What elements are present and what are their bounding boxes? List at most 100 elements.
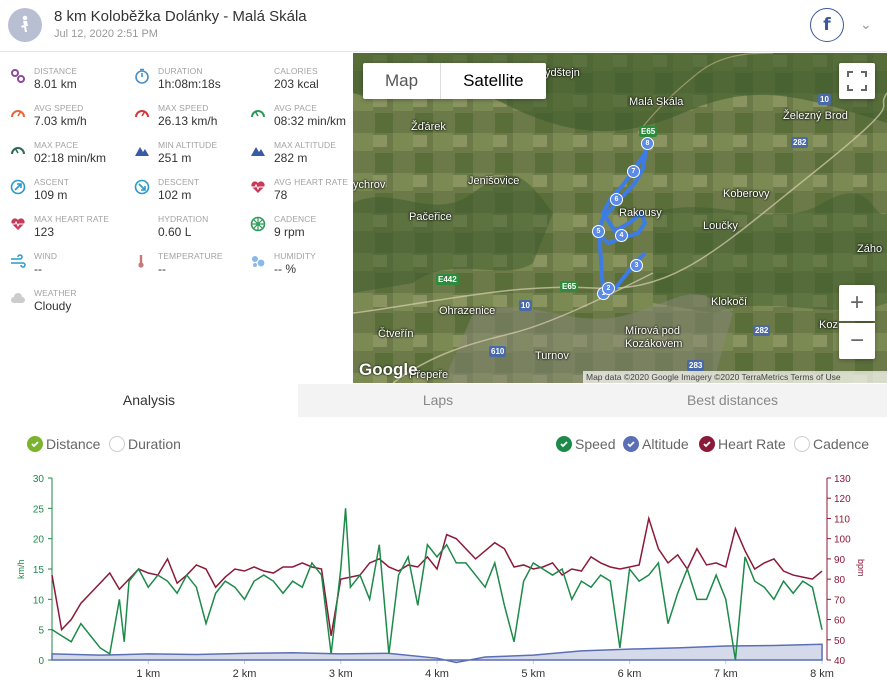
toggle-altitude-label: Altitude [642, 436, 689, 452]
toggle-speed-label: Speed [575, 436, 616, 452]
road-label: 283 [687, 360, 705, 371]
stat-ascent: ASCENT 109 m [0, 176, 118, 213]
speedometer-icon [135, 110, 149, 118]
stat-value: 123 [34, 225, 55, 239]
toggle-heart-rate[interactable]: Heart Rate [699, 435, 786, 453]
route-waypoint-marker[interactable]: 7 [627, 165, 640, 178]
stat-label: DESCENT [158, 177, 200, 187]
tab-laps[interactable]: Laps [422, 392, 454, 408]
thermometer-icon [138, 255, 144, 268]
stat-cadence: CADENCE 9 rpm [240, 213, 358, 250]
road-label: 610 [489, 346, 507, 357]
map-place: Koz [819, 319, 838, 331]
stat-max-pace: MAX PACE 02:18 min/km [0, 139, 118, 176]
route-waypoint-marker[interactable]: 2 [602, 282, 615, 295]
y-right-tick-label: 110 [834, 514, 850, 525]
x-tick-label: 5 km [521, 668, 545, 680]
stat-label: CADENCE [274, 214, 317, 224]
map-view-button[interactable]: Map [363, 63, 442, 99]
stat-value: 282 m [274, 151, 308, 165]
x-tick-label: 1 km [136, 668, 160, 680]
cloud-icon [11, 293, 25, 303]
y-right-tick-label: 40 [834, 656, 846, 667]
descent-icon [134, 179, 150, 195]
x-tick-label: 4 km [425, 668, 449, 680]
tab-analysis[interactable]: Analysis [0, 384, 298, 417]
map-attribution[interactable]: Map data ©2020 Google Imagery ©2020 Terr… [583, 371, 887, 383]
x-tick-label: 8 km [810, 668, 834, 680]
stat-value: Cloudy [34, 299, 72, 313]
y-left-tick-label: 30 [33, 474, 45, 485]
stat-value: 08:32 min/km [274, 114, 347, 128]
stat-label: AVG PACE [274, 103, 317, 113]
facebook-share-button[interactable]: f [810, 8, 844, 42]
stat-temperature: TEMPERATURE -- [124, 250, 242, 287]
scooter-person-icon [21, 15, 28, 32]
stat-value: 102 m [158, 188, 192, 202]
stat-value: 0.60 L [158, 225, 192, 239]
zoom-in-button[interactable]: + [839, 285, 875, 321]
map-place: Železný Brod [783, 110, 848, 122]
stat-hydration: HYDRATION 0.60 L [124, 213, 242, 250]
route-waypoint-marker[interactable]: 8 [641, 137, 654, 150]
toggle-duration[interactable]: Duration [109, 435, 181, 453]
x-tick-label: 6 km [618, 668, 642, 680]
y-right-tick-label: 100 [834, 535, 851, 546]
road-label: E442 [436, 274, 459, 285]
y-left-tick-label: 25 [33, 504, 45, 515]
road-label: 10 [818, 94, 831, 105]
toggle-speed[interactable]: Speed [556, 435, 615, 453]
road-label: 282 [791, 137, 809, 148]
map-place: ýdštejn [545, 67, 580, 79]
zoom-out-button[interactable]: − [839, 323, 875, 359]
stat-label: WIND [34, 251, 58, 261]
check-icon [699, 436, 715, 452]
map-place: Malá Skála [629, 96, 684, 108]
stat-avg-speed: AVG SPEED 7.03 km/h [0, 102, 118, 139]
pace-icon [251, 110, 265, 118]
route-map[interactable]: Malá Skála Žďárek Železný Brod ychrov Je… [353, 53, 887, 383]
stat-value: 02:18 min/km [34, 151, 107, 165]
route-waypoint-marker[interactable]: 4 [615, 229, 628, 242]
stats-panel: DISTANCE 8.01 km DURATION 1h:08m:18s CALORIE… [0, 53, 352, 383]
tab-best-distances[interactable]: Best distances [686, 392, 779, 408]
stat-max-speed: MAX SPEED 26.13 km/h [124, 102, 242, 139]
stat-descent: DESCENT 102 m [124, 176, 242, 213]
heart-pulse-icon [251, 181, 265, 193]
road-label: E65 [560, 281, 579, 292]
stat-humidity: HUMIDITY -- % [240, 250, 358, 287]
stat-value: 9 rpm [274, 225, 305, 239]
stat-label: HUMIDITY [274, 251, 316, 261]
satellite-view-button[interactable]: Satellite [463, 71, 524, 90]
toggle-distance-label: Distance [46, 436, 101, 452]
stat-value: 251 m [158, 151, 192, 165]
y-right-axis-label: bpm [856, 559, 866, 577]
stat-avg-pace: AVG PACE 08:32 min/km [240, 102, 358, 139]
toggle-altitude[interactable]: Altitude [623, 435, 689, 453]
stat-max-altitude: MAX ALTITUDE 282 m [240, 139, 358, 176]
stat-label: DISTANCE [34, 66, 78, 76]
route-waypoint-marker[interactable]: 5 [592, 225, 605, 238]
stat-duration: DURATION 1h:08m:18s [124, 65, 242, 102]
stat-label: MAX PACE [34, 140, 79, 150]
fullscreen-button[interactable] [839, 63, 875, 99]
stat-value: -- [34, 262, 42, 276]
toggle-heart-rate-label: Heart Rate [718, 436, 786, 452]
chevron-down-icon[interactable]: ⌄ [860, 16, 872, 32]
y-left-tick-label: 20 [33, 535, 45, 546]
stat-label: HYDRATION [158, 214, 209, 224]
google-logo: Google [359, 360, 418, 379]
map-place: Mírová pod [625, 325, 681, 337]
stat-weather: WEATHER Cloudy [0, 287, 118, 324]
distance-icon [11, 69, 25, 83]
toggle-cadence[interactable]: Cadence [794, 435, 869, 453]
toggle-distance[interactable]: Distance [27, 435, 100, 453]
route-waypoint-marker[interactable]: 6 [610, 193, 623, 206]
route-waypoint-marker[interactable]: 3 [630, 259, 643, 272]
stat-value: -- % [274, 262, 296, 276]
stat-label: MAX HEART RATE [34, 214, 110, 224]
altitude-series-area [51, 643, 823, 664]
map-place: Přepeře [409, 369, 449, 381]
analysis-chart[interactable]: 0 5 10 15 20 25 30 40 50 60 70 80 90 100 110 120 130 1 km… [0, 465, 887, 697]
stat-label: MAX ALTITUDE [274, 140, 336, 150]
